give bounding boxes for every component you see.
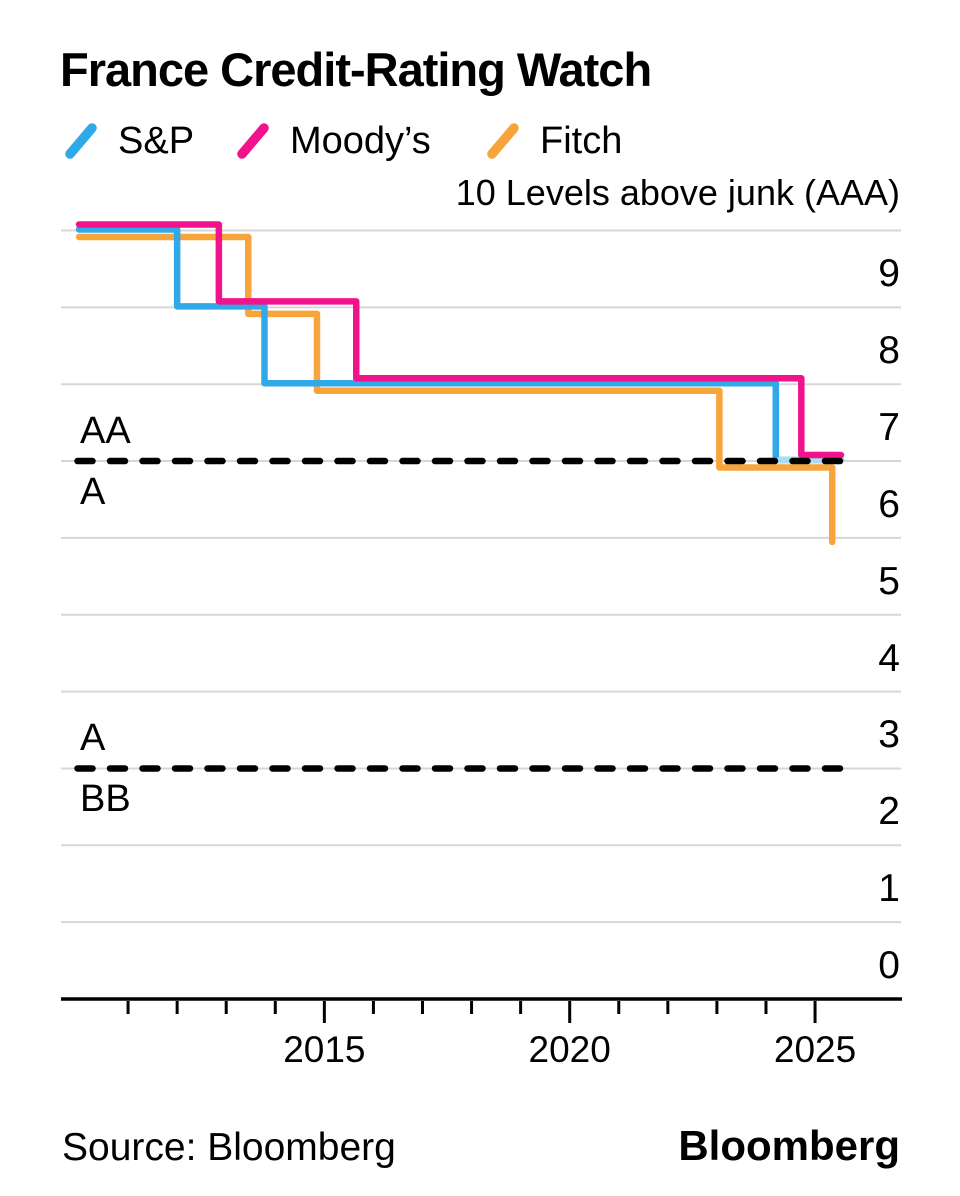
- y-axis-label-1: 1: [878, 867, 900, 911]
- y-axis-label-0: 0: [878, 944, 900, 987]
- threshold-2-below-label: BB: [80, 778, 131, 821]
- y-axis-top-note: 10 Levels above junk (AAA): [455, 172, 900, 213]
- moodys-slash-icon: [237, 123, 269, 159]
- threshold-2-above-label: A: [80, 717, 106, 760]
- y-axis-label-5: 5: [878, 559, 900, 603]
- legend-label-fitch: Fitch: [540, 119, 623, 162]
- source-note: Source: Bloomberg: [62, 1126, 396, 1169]
- legend-label-moodys: Moody’s: [290, 119, 431, 162]
- threshold-1-above-label: AA: [80, 410, 131, 453]
- y-axis-label-8: 8: [878, 329, 900, 373]
- bloomberg-logo: Bloomberg: [678, 1122, 900, 1169]
- legend-item-sp: S&P: [62, 118, 194, 164]
- y-axis-label-3: 3: [878, 713, 900, 757]
- series-line-sp: [75, 226, 845, 464]
- fitch-slash-icon: [487, 123, 519, 159]
- series-line-fitch: [75, 233, 836, 546]
- y-axis-label-9: 9: [878, 252, 900, 296]
- x-axis-label-2015: 2015: [283, 1029, 366, 1070]
- y-axis-label-6: 6: [878, 482, 900, 526]
- x-axis-label-2025: 2025: [773, 1029, 857, 1070]
- x-axis-label-2020: 2020: [528, 1029, 611, 1070]
- legend-item-fitch: Fitch: [484, 118, 622, 164]
- legend-item-moodys: Moody’s: [234, 118, 431, 164]
- chart-title: France Credit-Rating Watch: [60, 43, 652, 96]
- y-axis-label-2: 2: [878, 790, 900, 834]
- threshold-1-below-label: A: [80, 471, 106, 514]
- legend-label-sp: S&P: [118, 119, 195, 162]
- series-line-moodys: [75, 221, 845, 459]
- sp-slash-icon: [65, 123, 97, 159]
- y-axis-label-4: 4: [878, 636, 900, 680]
- y-axis-label-7: 7: [878, 406, 900, 450]
